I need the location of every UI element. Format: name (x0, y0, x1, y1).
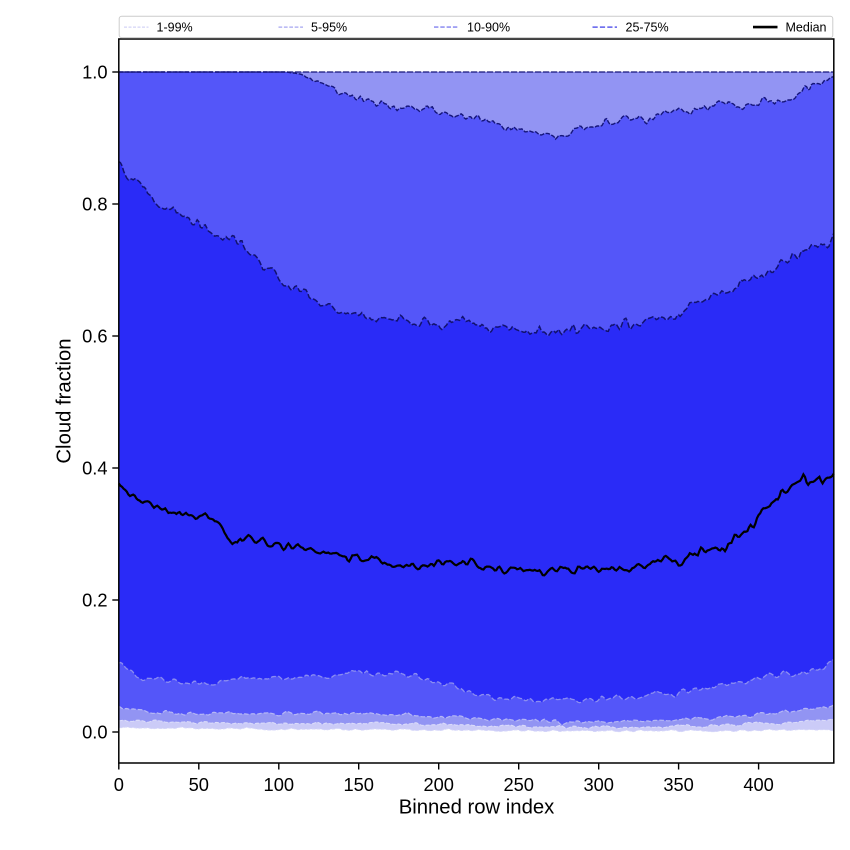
svg-text:50: 50 (189, 774, 209, 795)
svg-text:0: 0 (114, 774, 124, 795)
svg-text:5-95%: 5-95% (311, 20, 347, 34)
svg-text:1.0: 1.0 (82, 61, 107, 82)
svg-text:1-99%: 1-99% (157, 20, 193, 34)
svg-text:Cloud fraction: Cloud fraction (54, 338, 76, 463)
svg-text:Binned row index: Binned row index (399, 797, 555, 819)
svg-text:250: 250 (503, 774, 534, 795)
svg-text:0.8: 0.8 (82, 193, 107, 214)
svg-text:300: 300 (583, 774, 614, 795)
svg-text:400: 400 (743, 774, 774, 795)
svg-text:0.6: 0.6 (82, 325, 107, 346)
svg-text:10-90%: 10-90% (467, 20, 510, 34)
svg-text:100: 100 (264, 774, 295, 795)
svg-text:0.0: 0.0 (82, 721, 107, 742)
svg-text:25-75%: 25-75% (626, 20, 669, 34)
svg-text:0.2: 0.2 (82, 589, 107, 610)
svg-text:0.4: 0.4 (82, 457, 107, 478)
svg-text:Median: Median (786, 20, 827, 34)
svg-text:350: 350 (663, 774, 694, 795)
svg-text:150: 150 (343, 774, 374, 795)
svg-text:200: 200 (423, 774, 454, 795)
